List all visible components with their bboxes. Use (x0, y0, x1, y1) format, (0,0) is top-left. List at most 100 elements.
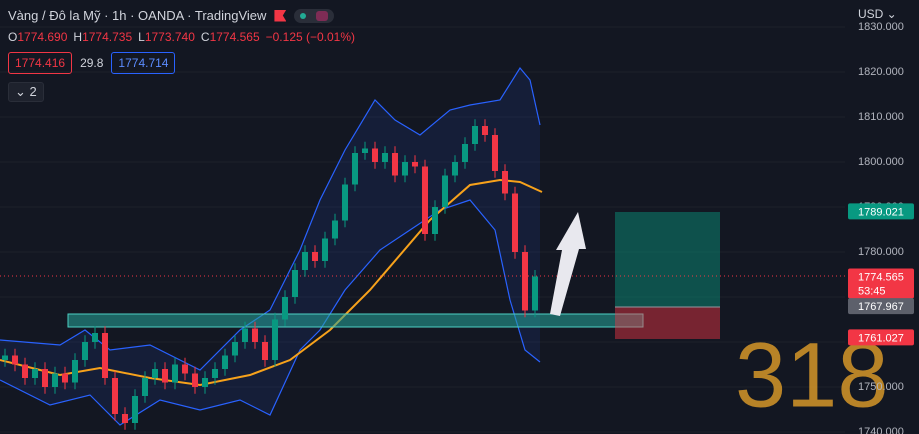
candle-body (2, 355, 8, 360)
candle-body (362, 148, 368, 153)
ohlc-value: 1774.735 (82, 30, 133, 44)
change: −0.125 (−0.01%) (265, 30, 356, 44)
candle-body (272, 319, 278, 360)
candle-body (522, 252, 528, 311)
symbol-title[interactable]: Vàng / Đô la Mỹ · 1h · OANDA · TradingVi… (8, 8, 267, 23)
candle-body (492, 135, 498, 171)
y-tick-label: 1740.000 (858, 426, 904, 434)
candle-body (472, 126, 478, 144)
ohlc-key: C (200, 30, 210, 44)
flag[interactable] (274, 9, 287, 22)
ohlc-value: 1774.565 (209, 30, 260, 44)
candle-body (352, 153, 358, 185)
candle-body (262, 342, 268, 360)
bollinger-lower (0, 199, 541, 426)
bollinger-upper (0, 66, 541, 371)
price-tag-label: 1761.027 (858, 332, 904, 344)
candle-body (132, 396, 138, 423)
y-tick-label: 1750.000 (858, 381, 904, 393)
candle-body (192, 373, 198, 387)
candle-body (232, 342, 238, 356)
y-tick-label: 1830.000 (858, 21, 904, 33)
y-tick-label: 1820.000 (858, 66, 904, 78)
candle-body (322, 238, 328, 261)
candle-body (442, 175, 448, 207)
price-tag-label: 1774.565 (858, 271, 904, 283)
price-tag-label: 1767.967 (858, 301, 904, 313)
price-tag (848, 298, 914, 315)
candle-body (182, 364, 188, 374)
ask-box[interactable]: 1774.714 (111, 52, 176, 74)
candle-body (402, 162, 408, 176)
candle-body (92, 333, 98, 342)
candle-body (482, 126, 488, 135)
header: Vàng / Đô la Mỹ · 1h · OANDA · TradingVi… (8, 8, 335, 23)
candle-body (432, 207, 438, 234)
price-tag (848, 268, 914, 299)
candle-body (112, 378, 118, 414)
candle-body (222, 355, 228, 369)
candle-body (42, 369, 48, 387)
candle-body (342, 184, 348, 221)
price-tag (848, 203, 914, 220)
ohlc-key: L (138, 30, 145, 44)
stop-zone (615, 307, 720, 339)
countdown: 53:45 (858, 285, 886, 297)
arrow (550, 212, 586, 316)
candle-body (502, 171, 508, 194)
candle-body (382, 153, 388, 162)
candle-body (462, 144, 468, 162)
candle-body (452, 162, 458, 176)
candle-body (212, 369, 218, 378)
price-tag-label: 1789.021 (858, 206, 904, 218)
candle-body (172, 364, 178, 383)
candle-body (512, 193, 518, 252)
support-zone (67, 313, 644, 328)
candle-body (142, 378, 148, 396)
candle-body (412, 162, 418, 167)
candle-body (302, 252, 308, 270)
candle-body (332, 220, 338, 239)
ohlc-item: L1773.740 (138, 30, 195, 44)
ohlc-value: 1774.690 (17, 30, 68, 44)
y-tick-label: 1810.000 (858, 111, 904, 123)
candle-body (52, 373, 58, 387)
candle-body (22, 364, 28, 378)
quote-row: 1774.416 29.8 1774.714 (8, 52, 176, 74)
candle-body (392, 153, 398, 176)
indicators-toggle[interactable]: ⌄ 2 (8, 82, 44, 102)
candle-body (12, 355, 18, 365)
status-pill[interactable] (294, 8, 335, 23)
ohlc-key: O (8, 30, 18, 44)
candle-body (282, 297, 288, 320)
ohlc-row: O1774.690 H1774.735 L1773.740 C1774.565 −0.1… (8, 30, 355, 44)
spread: 29.8 (80, 56, 104, 70)
target-zone (615, 212, 720, 307)
indicator-count: 2 (29, 84, 37, 99)
currency-menu[interactable]: USD ⌄ (858, 7, 897, 21)
candle-body (72, 360, 78, 383)
candle-body (312, 252, 318, 261)
candle-body (102, 333, 108, 378)
candle-body (422, 166, 428, 234)
y-tick-label: 1780.000 (858, 246, 904, 258)
candle-body (372, 148, 378, 162)
candle-body (242, 328, 248, 342)
ohlc-item: O1774.690 (8, 30, 67, 44)
bid-box[interactable]: 1774.416 (8, 52, 73, 74)
candle-body (122, 414, 128, 423)
candle-body (32, 369, 38, 378)
candle-body (82, 342, 88, 360)
candle-body (532, 276, 538, 311)
ohlc-item: H1774.735 (73, 30, 132, 44)
moving-average (0, 178, 543, 387)
ohlc-key: H (73, 30, 83, 44)
candle-body (62, 373, 68, 383)
candle-body (252, 328, 258, 342)
candle-body (292, 270, 298, 297)
candle-body (152, 369, 158, 378)
ohlc-value: 1773.740 (144, 30, 195, 44)
candle-body (202, 378, 208, 387)
